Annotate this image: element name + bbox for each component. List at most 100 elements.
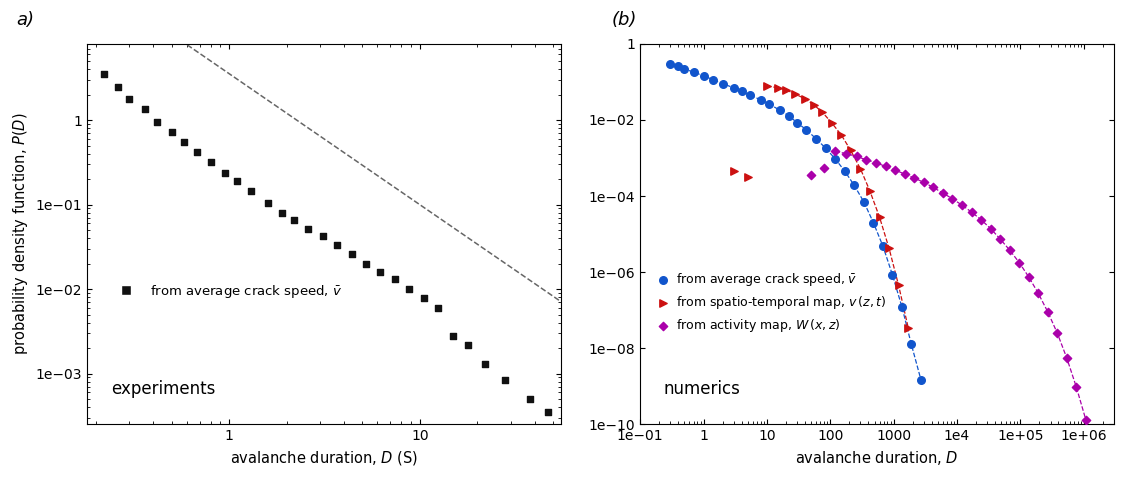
from average crack speed, $\bar{v}$	[874, 242, 892, 250]
Point	[400, 285, 418, 293]
Point	[430, 304, 448, 312]
from average crack speed, $\bar{v}$	[855, 198, 873, 206]
from spatio-temporal map, $v\,(z,t)$	[890, 282, 908, 289]
from activity map, $W\,(x,z)$	[837, 150, 855, 158]
Point	[739, 173, 757, 181]
from average crack speed, $\bar{v}$	[817, 144, 835, 152]
from average crack speed, $\bar{v}$	[732, 87, 750, 95]
from activity map, $W\,(x,z)$	[1077, 416, 1095, 424]
from average crack speed, $\bar{v}$	[741, 92, 759, 99]
Point	[216, 169, 234, 176]
Point	[228, 177, 246, 185]
Point	[273, 209, 291, 217]
from average crack speed, $\bar{v}$	[883, 271, 901, 279]
from average crack speed, $\bar{v}$	[826, 155, 844, 163]
from average crack speed, $\bar{v}$	[902, 340, 920, 348]
Point	[816, 164, 834, 172]
from spatio-temporal map, $v\,(z,t)$	[871, 213, 889, 221]
Legend: from average crack speed, $\bar{v}$: from average crack speed, $\bar{v}$	[108, 277, 348, 305]
Point	[357, 260, 375, 268]
Text: numerics: numerics	[664, 380, 740, 398]
from activity map, $W\,(x,z)$	[847, 152, 865, 160]
from spatio-temporal map, $v\,(z,t)$	[796, 95, 814, 103]
Point	[314, 233, 332, 240]
Point	[724, 167, 742, 175]
from spatio-temporal map, $v\,(z,t)$	[842, 146, 860, 154]
Point	[242, 187, 260, 195]
from spatio-temporal map, $v\,(z,t)$	[832, 131, 850, 139]
from activity map, $W\,(x,z)$	[934, 189, 952, 197]
from average crack speed, $\bar{v}$	[771, 107, 789, 114]
from average crack speed, $\bar{v}$	[685, 68, 703, 76]
from spatio-temporal map, $v\,(z,t)$	[813, 109, 831, 116]
from average crack speed, $\bar{v}$	[662, 60, 680, 67]
Point	[444, 332, 462, 340]
Point	[476, 360, 494, 368]
from spatio-temporal map, $v\,(z,t)$	[822, 119, 840, 127]
from activity map, $W\,(x,z)$	[1058, 354, 1076, 362]
Point	[496, 376, 514, 383]
Point	[94, 70, 112, 78]
from activity map, $W\,(x,z)$	[1048, 329, 1066, 337]
from activity map, $W\,(x,z)$	[953, 201, 971, 209]
from activity map, $W\,(x,z)$	[826, 148, 844, 155]
Point	[259, 199, 277, 206]
from activity map, $W\,(x,z)$	[1029, 290, 1047, 297]
from average crack speed, $\bar{v}$	[704, 76, 722, 83]
Point	[201, 158, 219, 166]
Point	[459, 341, 477, 348]
Point	[163, 129, 181, 136]
from average crack speed, $\bar{v}$	[789, 119, 807, 127]
Point	[286, 217, 304, 224]
Point	[188, 148, 206, 156]
Point	[415, 294, 433, 302]
from activity map, $W\,(x,z)$	[867, 159, 885, 167]
from spatio-temporal map, $v\,(z,t)$	[777, 86, 795, 94]
from activity map, $W\,(x,z)$	[982, 225, 1000, 232]
from activity map, $W\,(x,z)$	[1001, 246, 1019, 254]
from activity map, $W\,(x,z)$	[963, 208, 981, 216]
from average crack speed, $\bar{v}$	[760, 100, 778, 108]
from average crack speed, $\bar{v}$	[807, 135, 825, 142]
from spatio-temporal map, $v\,(z,t)$	[880, 245, 898, 252]
Point	[343, 250, 361, 258]
Point	[120, 95, 138, 102]
from average crack speed, $\bar{v}$	[724, 84, 742, 92]
Text: a): a)	[16, 11, 34, 29]
from activity map, $W\,(x,z)$	[972, 216, 990, 224]
from spatio-temporal map, $v\,(z,t)$	[758, 82, 776, 90]
from average crack speed, $\bar{v}$	[912, 376, 930, 383]
from spatio-temporal map, $v\,(z,t)$	[899, 324, 917, 331]
from activity map, $W\,(x,z)$	[904, 174, 922, 182]
Point	[328, 241, 346, 249]
Point	[521, 395, 539, 403]
from average crack speed, $\bar{v}$	[780, 112, 798, 120]
from average crack speed, $\bar{v}$	[845, 182, 863, 189]
Point	[135, 105, 153, 113]
from activity map, $W\,(x,z)$	[886, 166, 904, 174]
from activity map, $W\,(x,z)$	[1038, 308, 1056, 316]
from activity map, $W\,(x,z)$	[915, 178, 933, 186]
from spatio-temporal map, $v\,(z,t)$	[786, 90, 804, 98]
from activity map, $W\,(x,z)$	[1068, 383, 1086, 391]
from spatio-temporal map, $v\,(z,t)$	[804, 101, 822, 109]
from activity map, $W\,(x,z)$	[944, 195, 962, 203]
from activity map, $W\,(x,z)$	[876, 163, 894, 170]
from activity map, $W\,(x,z)$	[1087, 453, 1105, 461]
Legend: from average crack speed, $\bar{v}$, from spatio-temporal map, $v\,(z,t)$, from : from average crack speed, $\bar{v}$, fro…	[656, 271, 887, 335]
Point	[802, 172, 820, 179]
Text: (b): (b)	[612, 11, 637, 29]
from average crack speed, $\bar{v}$	[669, 62, 687, 70]
Y-axis label: probability density function, $P(D)$: probability density function, $P(D)$	[11, 113, 30, 356]
from activity map, $W\,(x,z)$	[991, 235, 1009, 243]
Point	[176, 138, 194, 146]
from spatio-temporal map, $v\,(z,t)$	[852, 165, 870, 173]
Text: experiments: experiments	[111, 380, 215, 398]
from average crack speed, $\bar{v}$	[752, 96, 770, 104]
Point	[371, 268, 389, 276]
X-axis label: avalanche duration, $D$ (S): avalanche duration, $D$ (S)	[229, 449, 418, 467]
from activity map, $W\,(x,z)$	[1019, 273, 1037, 281]
Point	[539, 408, 557, 416]
from average crack speed, $\bar{v}$	[893, 304, 911, 311]
from activity map, $W\,(x,z)$	[924, 184, 942, 191]
